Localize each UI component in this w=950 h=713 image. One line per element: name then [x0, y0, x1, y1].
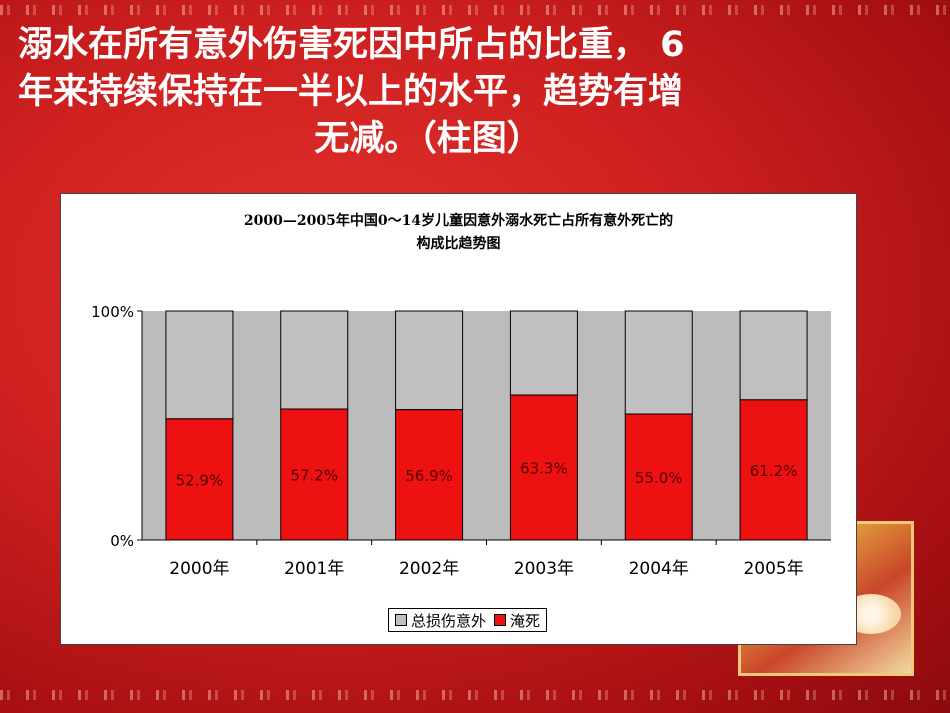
plot-area — [142, 311, 831, 540]
stacked-bar-chart: 100% 0% 52.9% 2000年 57.2% 2001年 56.9% 2002年 63.3… — [91, 303, 831, 579]
bar-data-label: 56.9% — [405, 467, 453, 485]
bar-segment-other — [739, 310, 808, 401]
top-decorative-border — [0, 5, 950, 15]
legend-label-drowning: 淹死 — [510, 611, 541, 630]
x-tick-label: 2005年 — [743, 559, 803, 579]
slide-title-line-1: 溺水在所有意外伤害死因中所占的比重， 6 — [18, 25, 685, 65]
chart-subtitle: 构成比趋势图 — [416, 236, 501, 252]
bar-data-label: 63.3% — [520, 460, 568, 478]
bar-segment-other — [509, 310, 578, 396]
slide-title: 溺水在所有意外伤害死因中所占的比重， 6 年来持续保持在一半以上的水平，趋势有增… — [18, 22, 838, 163]
x-tick-label: 2003年 — [514, 559, 574, 579]
legend-item-drowning: 淹死 — [494, 610, 540, 631]
bottom-decorative-border — [0, 690, 950, 700]
bar-data-label: 52.9% — [176, 471, 224, 489]
bar-segment-other — [280, 310, 349, 410]
chart-title: 2000—2005年中国0～14岁儿童因意外溺水死亡占所有意外死亡的 — [243, 213, 674, 229]
x-tick-label: 2004年 — [629, 559, 689, 579]
bar-segment-drowning — [624, 413, 693, 541]
bar-data-label: 55.0% — [635, 469, 683, 487]
bar-segment-other — [624, 310, 693, 415]
legend-swatch-drowning — [494, 614, 507, 626]
bar-segment-drowning — [509, 394, 578, 541]
bar-segment-drowning — [395, 409, 464, 541]
bar-segment-drowning — [280, 408, 349, 541]
x-tick-label: 2001年 — [284, 559, 344, 579]
bar-segment-drowning — [165, 418, 234, 541]
legend-item-other: 总损伤意外 — [395, 610, 486, 631]
bar-segment-drowning — [739, 399, 808, 541]
bar-data-label: 61.2% — [750, 462, 798, 480]
y-tick-label: 100% — [91, 303, 134, 321]
y-tick-label: 0% — [110, 532, 134, 550]
slide-title-line-3: 无减。（柱图） — [314, 119, 542, 159]
chart-legend: 总损伤意外 淹死 — [388, 608, 548, 632]
bar-data-label: 57.2% — [290, 467, 338, 485]
chart-panel: 2000—2005年中国0～14岁儿童因意外溺水死亡占所有意外死亡的 构成比趋势… — [60, 193, 857, 645]
slide-title-line-2: 年来持续保持在一半以上的水平，趋势有增 — [18, 72, 684, 112]
legend-label-other: 总损伤意外 — [411, 611, 487, 630]
bar-segment-other — [165, 310, 234, 420]
legend-swatch-other — [395, 614, 407, 626]
x-tick-label: 2000年 — [169, 559, 229, 579]
x-tick-label: 2002年 — [399, 559, 459, 579]
bar-segment-other — [395, 310, 464, 411]
